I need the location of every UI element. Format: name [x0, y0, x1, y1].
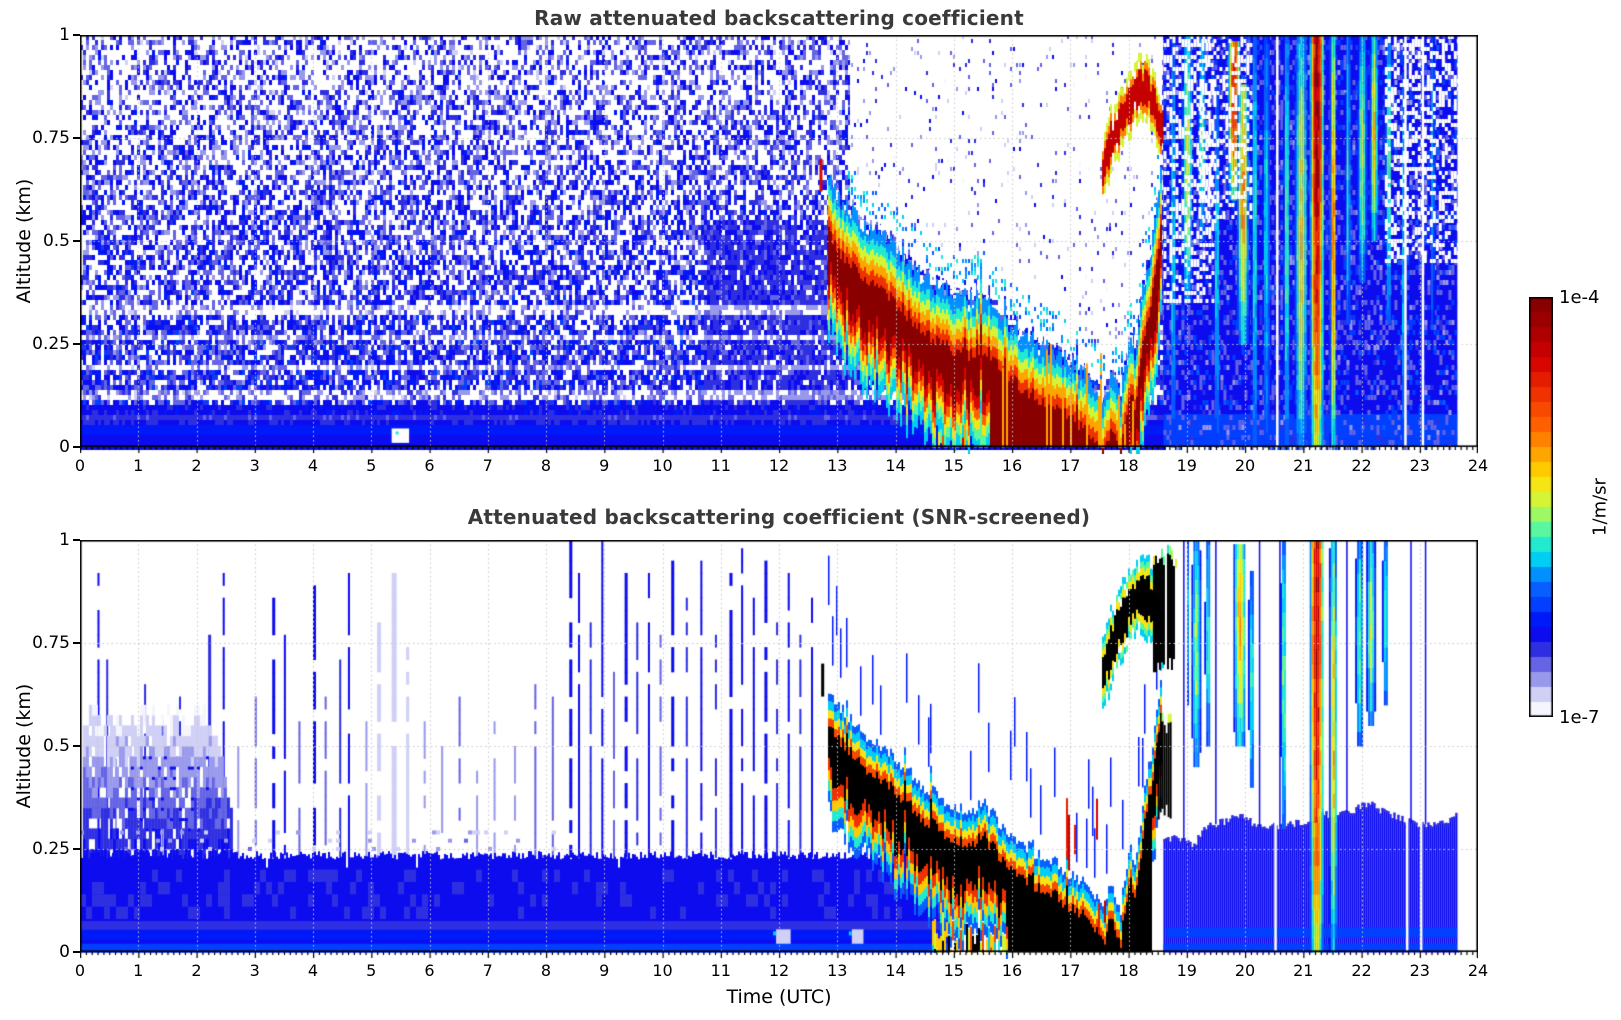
y-tick-mark	[73, 848, 80, 850]
y-tick-mark	[73, 240, 80, 242]
colorbar	[1529, 297, 1553, 717]
x-tick-label: 5	[366, 961, 377, 980]
y-tick-mark	[73, 34, 80, 36]
x-tick-label: 10	[652, 961, 673, 980]
colorbar-min-label: 1e-7	[1559, 707, 1600, 728]
x-tick-label: 16	[1001, 961, 1023, 980]
x-tick-label: 11	[710, 961, 731, 980]
x-tick-label: 11	[710, 456, 731, 475]
y-tick-mark	[73, 446, 80, 448]
x-tick-label: 6	[424, 961, 435, 980]
x-tick-label: 10	[652, 456, 673, 475]
x-tick-label: 5	[366, 456, 377, 475]
x-tick-label: 16	[1001, 456, 1023, 475]
x-tick-label: 14	[885, 456, 906, 475]
y-tick-label: 0.75	[32, 128, 70, 148]
x-tick-label: 19	[1176, 961, 1197, 980]
x-tick-label: 15	[943, 961, 964, 980]
y-tick-label: 0.5	[42, 736, 70, 756]
y-tick-label: 0.25	[32, 334, 70, 354]
x-tick-label: 3	[249, 961, 260, 980]
y-tick-label: 0	[59, 437, 70, 457]
colorbar-max-label: 1e-4	[1559, 287, 1600, 308]
x-tick-label: 17	[1060, 961, 1081, 980]
x-tick-label: 21	[1293, 961, 1314, 980]
colorbar-unit-label: 1/m/sr	[1589, 478, 1611, 536]
y-tick-label: 0	[59, 942, 70, 962]
y-tick-mark	[73, 137, 80, 139]
x-tick-label: 24	[1467, 961, 1489, 980]
x-tick-label: 19	[1176, 456, 1197, 475]
y-tick-mark	[73, 539, 80, 541]
x-tick-label: 1	[133, 961, 144, 980]
x-tick-label: 2	[191, 456, 202, 475]
x-tick-label: 8	[540, 961, 552, 980]
y-tick-label: 0.5	[42, 231, 70, 251]
x-tick-label: 23	[1409, 961, 1430, 980]
x-tick-label: 9	[599, 456, 610, 475]
x-tick-label: 8	[540, 456, 552, 475]
y-tick-mark	[73, 745, 80, 747]
y-tick-label: 1	[59, 530, 70, 550]
panel-screened-title: Attenuated backscattering coefficient (S…	[467, 505, 1091, 529]
x-tick-label: 1	[133, 456, 144, 475]
x-tick-label: 4	[307, 961, 319, 980]
x-tick-label: 6	[424, 456, 435, 475]
x-tick-label: 22	[1351, 961, 1372, 980]
x-tick-label: 4	[307, 456, 319, 475]
y-tick-mark	[73, 642, 80, 644]
x-axis-label: Time (UTC)	[726, 986, 832, 1008]
x-tick-label: 7	[482, 961, 493, 980]
x-tick-label: 7	[482, 456, 493, 475]
y-tick-label: 0.75	[32, 633, 70, 653]
x-tick-label: 9	[599, 961, 610, 980]
x-tick-label: 17	[1060, 456, 1081, 475]
x-tick-label: 24	[1467, 456, 1489, 475]
panel-raw-title: Raw attenuated backscattering coefficien…	[534, 6, 1024, 30]
y-tick-mark	[73, 951, 80, 953]
x-tick-label: 0	[74, 456, 86, 475]
x-tick-label: 18	[1118, 961, 1139, 980]
x-tick-label: 13	[827, 456, 848, 475]
x-tick-label: 18	[1118, 456, 1139, 475]
x-tick-label: 21	[1293, 456, 1314, 475]
x-tick-label: 23	[1409, 456, 1430, 475]
x-tick-label: 20	[1234, 961, 1256, 980]
x-tick-label: 13	[827, 961, 848, 980]
x-tick-label: 12	[768, 961, 790, 980]
x-tick-label: 2	[191, 961, 202, 980]
y-tick-mark	[73, 343, 80, 345]
x-tick-label: 15	[943, 456, 964, 475]
x-tick-label: 12	[768, 456, 790, 475]
x-tick-label: 0	[74, 961, 86, 980]
heatmap-canvas-screened	[80, 540, 1478, 959]
x-tick-label: 22	[1351, 456, 1372, 475]
x-tick-label: 14	[885, 961, 906, 980]
y-tick-label: 1	[59, 25, 70, 45]
x-tick-label: 20	[1234, 456, 1256, 475]
x-tick-label: 3	[249, 456, 260, 475]
y-tick-label: 0.25	[32, 839, 70, 859]
heatmap-canvas-raw	[80, 35, 1478, 454]
